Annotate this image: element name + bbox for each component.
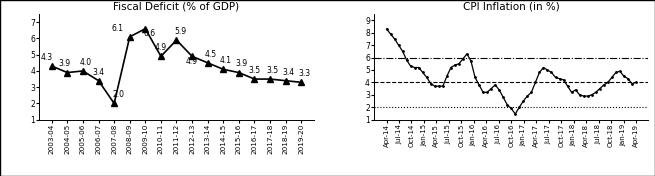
Text: 4.9: 4.9 <box>155 43 167 52</box>
Text: 4.1: 4.1 <box>220 56 232 65</box>
Text: 4.3: 4.3 <box>40 53 52 62</box>
Text: 3.9: 3.9 <box>236 59 248 68</box>
Text: 3.5: 3.5 <box>267 66 279 75</box>
Title: Fiscal Deficit (% of GDP): Fiscal Deficit (% of GDP) <box>113 2 240 12</box>
Text: 6.6: 6.6 <box>143 29 155 38</box>
Text: 5.9: 5.9 <box>175 27 187 36</box>
Text: 3.4: 3.4 <box>92 68 105 77</box>
Text: 2.0: 2.0 <box>112 90 124 99</box>
Title: CPI Inflation (in %): CPI Inflation (in %) <box>463 2 559 12</box>
Text: 3.5: 3.5 <box>248 66 261 75</box>
Text: 4.9: 4.9 <box>186 57 198 66</box>
Text: 4.5: 4.5 <box>204 50 217 59</box>
Text: 3.4: 3.4 <box>282 68 295 77</box>
Text: 3.9: 3.9 <box>58 59 71 68</box>
Text: 6.1: 6.1 <box>111 24 123 33</box>
Text: 4.0: 4.0 <box>80 58 92 67</box>
Text: 3.3: 3.3 <box>298 69 310 78</box>
